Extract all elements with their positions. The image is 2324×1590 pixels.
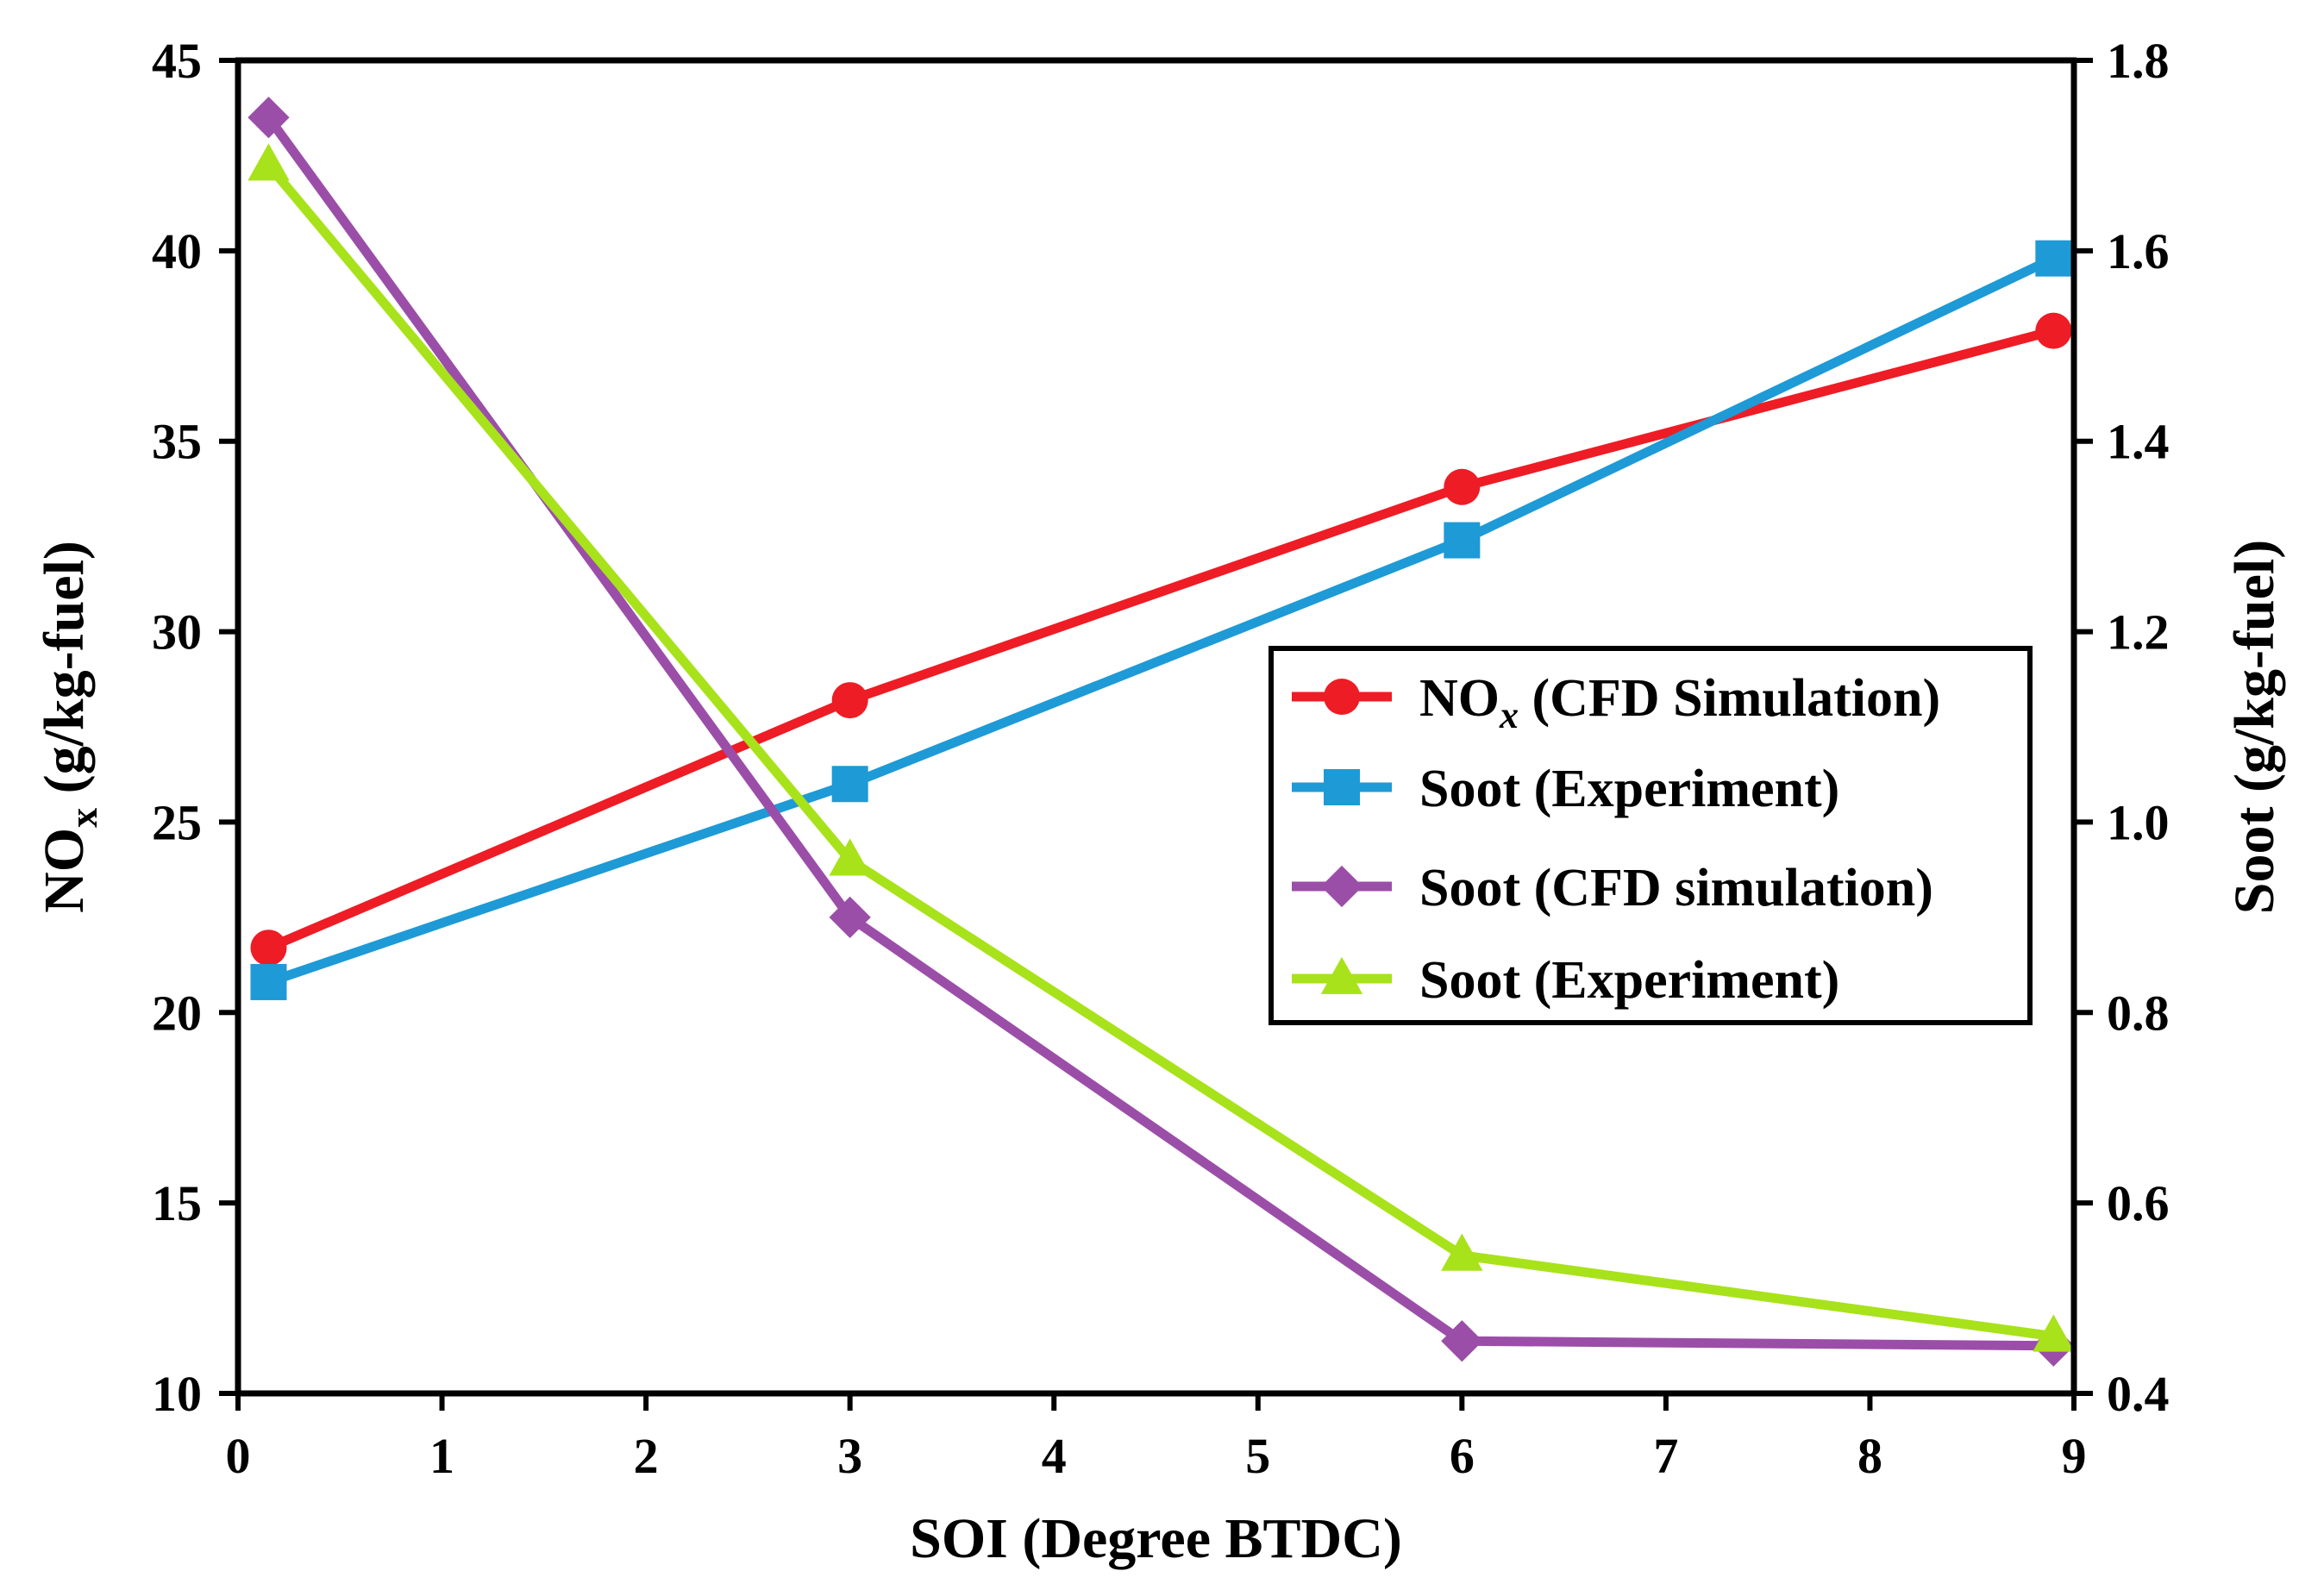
series-2 <box>250 240 2072 1000</box>
series-2-line <box>263 254 2058 987</box>
y-right-tick-label: 1.2 <box>2107 604 2170 660</box>
series-1 <box>250 312 2072 967</box>
x-tick-label: 8 <box>1857 1428 1882 1484</box>
x-tick-label: 5 <box>1245 1428 1270 1484</box>
legend-label: Soot (Experiment) <box>1419 951 1839 1010</box>
y-right-tick-label: 0.8 <box>2107 985 2170 1041</box>
x-tick-label: 2 <box>634 1428 659 1484</box>
y-left-tick-label: 10 <box>152 1366 202 1422</box>
axes: 0 1 2 3 4 5 6 7 8 910152025303540450.40.60.81.01.… <box>33 33 2286 1570</box>
x-tick-label: 6 <box>1450 1428 1475 1484</box>
series-1-point <box>831 682 868 719</box>
legend-label: NOx (CFD Simulation) <box>1419 669 1940 736</box>
series-4-point <box>1441 1233 1483 1271</box>
y-left-tick-label: 25 <box>152 794 202 850</box>
series-1-line <box>263 326 2058 953</box>
series-4-point <box>247 143 290 181</box>
series-3-point <box>829 896 871 939</box>
legend-item-3: Soot (CFD simulation) <box>1292 859 1933 917</box>
y-left-tick-label: 45 <box>152 33 202 89</box>
y-right-tick-label: 1.8 <box>2107 33 2170 89</box>
series-3-point <box>1441 1320 1483 1362</box>
x-tick-label: 4 <box>1042 1428 1067 1484</box>
x-axis-title: SOI (Degree BTDC) <box>910 1507 1402 1570</box>
y-right-axis-title: Soot (g/kg-fuel) <box>2223 540 2286 914</box>
legend-box <box>1268 646 2033 1025</box>
y-left-axis-title: NOx (g/kg-fuel) <box>33 541 105 913</box>
legend-marker <box>1324 679 1360 715</box>
y-right-tick-label: 1.0 <box>2107 794 2170 850</box>
legend-item-1: NOx (CFD Simulation) <box>1292 669 1940 736</box>
series-4-point <box>829 838 871 876</box>
legend-marker <box>1320 956 1363 994</box>
series-1-point <box>250 930 287 967</box>
series-1-point <box>1444 468 1481 505</box>
series-3-point <box>247 97 290 139</box>
series-4-line <box>263 160 2058 1342</box>
y-left-tick-label: 35 <box>152 414 202 470</box>
y-right-tick-label: 0.4 <box>2107 1366 2170 1422</box>
series-2-point <box>250 963 287 1000</box>
x-tick-label: 0 <box>226 1428 251 1484</box>
plot-area <box>247 97 2075 1367</box>
x-tick-label: 9 <box>2062 1428 2087 1484</box>
legend-label: Soot (Experiment) <box>1419 760 1839 818</box>
y-right-tick-label: 1.4 <box>2107 414 2170 470</box>
y-right-tick-label: 1.6 <box>2107 223 2170 279</box>
series-1-point <box>2035 312 2072 349</box>
series-4 <box>247 143 2075 1352</box>
x-tick-label: 1 <box>429 1428 454 1484</box>
y-right-tick-label: 0.6 <box>2107 1175 2170 1231</box>
y-left-tick-label: 15 <box>152 1175 202 1231</box>
x-tick-label: 7 <box>1653 1428 1678 1484</box>
legend-label: Soot (CFD simulation) <box>1419 859 1933 917</box>
legend-item-2: Soot (Experiment) <box>1292 760 1839 818</box>
series-2-point <box>831 766 868 803</box>
legend-item-4: Soot (Experiment) <box>1292 951 1839 1010</box>
y-left-tick-label: 30 <box>152 604 202 660</box>
y-left-tick-label: 40 <box>152 223 202 279</box>
legend-marker <box>1320 865 1363 908</box>
y-left-tick-label: 20 <box>152 985 202 1041</box>
x-tick-label: 3 <box>837 1428 862 1484</box>
legend: NOx (CFD Simulation) Soot (Experiment) Soo… <box>1268 646 2033 1025</box>
legend-marker <box>1324 769 1360 805</box>
series-4-point <box>2033 1314 2075 1352</box>
series-2-point <box>2035 240 2072 277</box>
series-2-point <box>1444 522 1481 559</box>
